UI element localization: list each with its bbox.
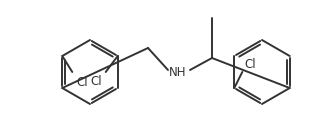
Text: Cl: Cl: [244, 58, 256, 71]
Text: Cl: Cl: [76, 75, 88, 89]
Text: NH: NH: [169, 65, 187, 79]
Text: Cl: Cl: [90, 75, 102, 89]
